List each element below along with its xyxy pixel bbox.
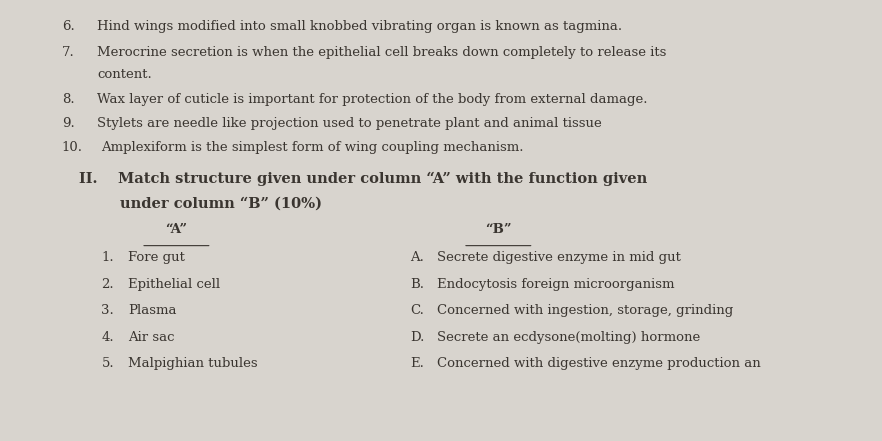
Text: Secrete digestive enzyme in mid gut: Secrete digestive enzyme in mid gut: [437, 251, 681, 264]
Text: 1.: 1.: [101, 251, 114, 264]
Text: Plasma: Plasma: [128, 304, 176, 317]
Text: Epithelial cell: Epithelial cell: [128, 278, 220, 291]
Text: B.: B.: [410, 278, 424, 291]
Text: II.    Match structure given under column “A” with the function given: II. Match structure given under column “…: [79, 172, 647, 186]
Text: 7.: 7.: [62, 46, 74, 59]
Text: “A”: “A”: [165, 223, 188, 235]
Text: Secrete an ecdysone(molting) hormone: Secrete an ecdysone(molting) hormone: [437, 331, 699, 344]
Text: “B”: “B”: [485, 223, 512, 235]
Text: Amplexiform is the simplest form of wing coupling mechanism.: Amplexiform is the simplest form of wing…: [101, 141, 524, 154]
Text: 2.: 2.: [101, 278, 114, 291]
Text: Air sac: Air sac: [128, 331, 175, 344]
Text: Endocytosis foreign microorganism: Endocytosis foreign microorganism: [437, 278, 674, 291]
Text: A.: A.: [410, 251, 424, 264]
Text: Merocrine secretion is when the epithelial cell breaks down completely to releas: Merocrine secretion is when the epitheli…: [97, 46, 667, 59]
Text: Malpighian tubules: Malpighian tubules: [128, 357, 258, 370]
Text: Wax layer of cuticle is important for protection of the body from external damag: Wax layer of cuticle is important for pr…: [97, 93, 647, 105]
Text: 8.: 8.: [62, 93, 74, 105]
Text: Concerned with digestive enzyme production an: Concerned with digestive enzyme producti…: [437, 357, 760, 370]
Text: C.: C.: [410, 304, 424, 317]
Text: 3.: 3.: [101, 304, 114, 317]
Text: content.: content.: [97, 68, 152, 81]
Text: 6.: 6.: [62, 20, 74, 33]
Text: 4.: 4.: [101, 331, 114, 344]
Text: 10.: 10.: [62, 141, 83, 154]
Text: 5.: 5.: [101, 357, 114, 370]
Text: 9.: 9.: [62, 117, 74, 130]
Text: E.: E.: [410, 357, 424, 370]
Text: Hind wings modified into small knobbed vibrating organ is known as tagmina.: Hind wings modified into small knobbed v…: [97, 20, 622, 33]
Text: Stylets are needle like projection used to penetrate plant and animal tissue: Stylets are needle like projection used …: [97, 117, 602, 130]
Text: D.: D.: [410, 331, 424, 344]
Text: under column “B” (10%): under column “B” (10%): [79, 196, 323, 210]
Text: Fore gut: Fore gut: [128, 251, 184, 264]
Text: Concerned with ingestion, storage, grinding: Concerned with ingestion, storage, grind…: [437, 304, 733, 317]
